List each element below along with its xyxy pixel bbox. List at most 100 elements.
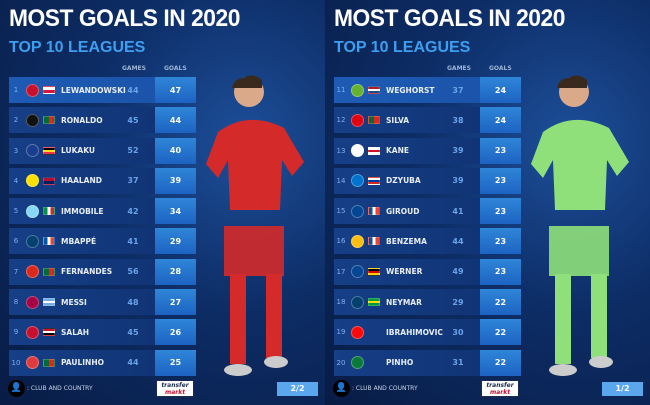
table-row: 4 HAALAND 37 39 (9, 167, 196, 194)
goals-count: 23 (480, 167, 521, 194)
goals-count: 44 (155, 107, 196, 134)
games-count: 37 (127, 176, 139, 186)
table-row: 9 SALAH 45 26 (9, 319, 196, 346)
page-subtitle: TOP 10 LEAGUES (9, 39, 146, 56)
games-count: 39 (452, 146, 464, 156)
country-flag-icon (368, 267, 380, 276)
club-crest-icon (26, 356, 39, 370)
games-count: 31 (452, 358, 464, 368)
table-row: 14 DZYUBA 39 23 (334, 167, 521, 194)
player-name: NEYMAR (386, 297, 422, 307)
rank-number: 1 (13, 86, 19, 94)
page-title: MOST GOALS IN 2020 (9, 5, 240, 32)
country-flag-icon (368, 237, 380, 246)
country-flag-icon (43, 207, 55, 216)
club-crest-icon (26, 113, 39, 127)
goals-header: GOALS (164, 65, 187, 72)
games-count: 42 (127, 206, 139, 216)
club-crest-icon (26, 325, 39, 339)
rank-number: 14 (336, 176, 346, 185)
country-flag-icon (368, 207, 380, 216)
country-flag-icon (43, 86, 55, 94)
club-crest-icon (26, 234, 39, 248)
player-name: PAULINHO (61, 358, 104, 368)
games-count: 41 (452, 206, 464, 216)
goals-count: 24 (480, 107, 521, 134)
player-name: SILVA (386, 115, 410, 125)
club-crest-icon (26, 295, 39, 309)
page-indicator[interactable]: 2/2 (277, 382, 318, 396)
country-flag-icon (43, 237, 55, 246)
club-crest-icon (351, 325, 364, 339)
rank-number: 17 (336, 267, 346, 276)
ranking-table: 1 LEWANDOWSKI 44 47 2 RONALDO 45 44 3 LUKAKU 52 40 4… (9, 77, 196, 380)
table-row: 20 PINHO 31 22 (334, 349, 521, 376)
rank-number: 11 (336, 86, 346, 94)
club-crest-icon (351, 204, 364, 218)
table-row: 10 PAULINHO 44 25 (9, 349, 196, 376)
player-name: RONALDO (61, 115, 103, 125)
table-row: 5 IMMOBILE 42 34 (9, 198, 196, 225)
goals-count: 26 (155, 319, 196, 346)
player-name: FERNANDES (61, 267, 113, 277)
club-crest-icon (26, 265, 39, 279)
table-row: 13 KANE 39 23 (334, 137, 521, 164)
games-count: 44 (127, 85, 139, 95)
player-photo (521, 70, 650, 389)
country-flag-icon (43, 176, 55, 185)
games-header: GAMES (447, 65, 471, 72)
table-row: 19 IBRAHIMOVIC 30 22 (334, 319, 521, 346)
page-indicator[interactable]: 1/2 (602, 382, 643, 396)
player-name: IBRAHIMOVIC (386, 327, 443, 337)
goals-count: 23 (480, 137, 521, 164)
games-count: 30 (452, 327, 464, 337)
goals-count: 34 (155, 198, 196, 225)
legend-text: : CLUB AND COUNTRY (352, 385, 418, 392)
goals-count: 28 (155, 258, 196, 285)
player-name: LEWANDOWSKI (61, 85, 126, 95)
rank-number: 18 (336, 298, 346, 307)
games-count: 56 (127, 267, 139, 277)
games-count: 44 (452, 236, 464, 246)
games-count: 39 (452, 176, 464, 186)
country-flag-icon (43, 328, 55, 337)
page-title: MOST GOALS IN 2020 (334, 5, 565, 32)
rank-number: 2 (13, 116, 19, 125)
club-crest-icon (351, 113, 364, 127)
player-name: BENZEMA (386, 236, 427, 246)
rank-number: 7 (13, 267, 19, 276)
table-row: 3 LUKAKU 52 40 (9, 137, 196, 164)
games-count: 45 (127, 115, 139, 125)
goals-header: GOALS (489, 65, 512, 72)
player-name: KANE (386, 146, 410, 156)
panel-page-2: MOST GOALS IN 2020 TOP 10 LEAGUES GAMES GOA… (0, 0, 325, 405)
table-row: 8 MESSI 48 27 (9, 289, 196, 316)
table-row: 2 RONALDO 45 44 (9, 107, 196, 134)
club-crest-icon (26, 204, 39, 218)
goals-count: 40 (155, 137, 196, 164)
country-flag-icon (368, 86, 380, 94)
legend-text: : CLUB AND COUNTRY (27, 385, 93, 392)
rank-number: 15 (336, 207, 346, 216)
player-name: PINHO (386, 358, 414, 368)
goals-count: 22 (480, 289, 521, 316)
player-name: MBAPPÉ (61, 236, 97, 246)
goals-count: 22 (480, 349, 521, 376)
rank-number: 3 (13, 146, 19, 155)
club-crest-icon (351, 83, 364, 97)
goals-count: 23 (480, 258, 521, 285)
table-row: 11 WEGHORST 37 24 (334, 77, 521, 103)
country-flag-icon (43, 358, 55, 367)
table-row: 12 SILVA 38 24 (334, 107, 521, 134)
games-count: 41 (127, 236, 139, 246)
club-crest-icon (351, 356, 364, 370)
rank-number: 13 (336, 146, 346, 155)
club-crest-icon (351, 265, 364, 279)
person-icon: 👤 (333, 380, 350, 397)
games-count: 37 (452, 85, 464, 95)
club-crest-icon (351, 295, 364, 309)
table-row: 6 MBAPPÉ 41 29 (9, 228, 196, 255)
player-name: IMMOBILE (61, 206, 104, 216)
country-flag-icon (368, 298, 380, 307)
rank-number: 16 (336, 237, 346, 246)
